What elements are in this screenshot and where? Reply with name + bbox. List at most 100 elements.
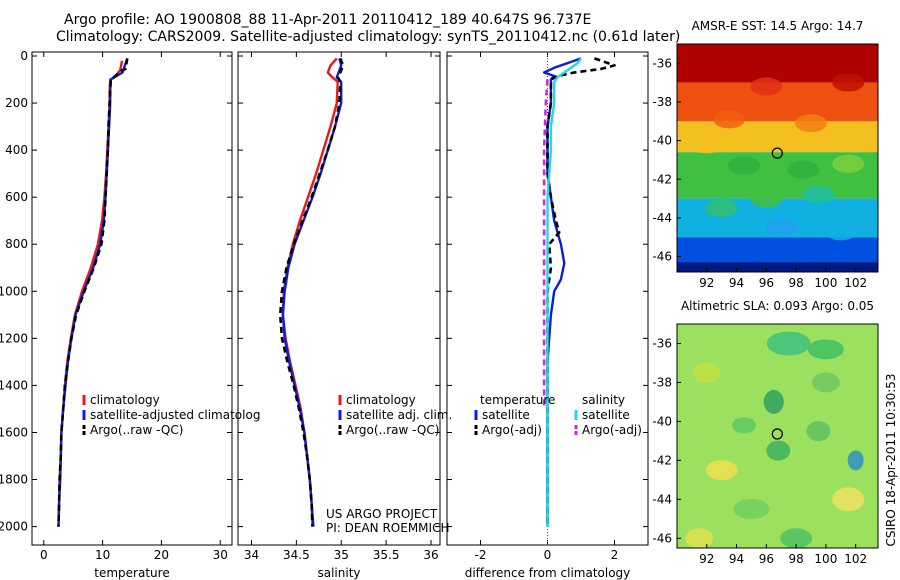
sst-map-texture: [750, 189, 783, 208]
sst-map-ytick-label: -46: [652, 250, 672, 264]
depth-tick-label: 1800: [0, 473, 28, 487]
salinity-panel-xlabel: salinity: [317, 566, 360, 580]
salinity-panel-frame: [237, 51, 441, 546]
sla-map-xtick-label: 98: [788, 552, 803, 566]
sst-map-texture: [832, 154, 865, 173]
difference-panel-series-temperature-Argo: [546, 57, 616, 527]
depth-tick-label: 200: [5, 96, 28, 110]
depth-tick-label: 1200: [0, 331, 28, 345]
sla-map-float-marker: [771, 428, 783, 440]
sst-map-ytick-label: -40: [652, 134, 672, 148]
figure-title-line2: Climatology: CARS2009. Satellite-adjuste…: [56, 29, 681, 45]
sst-map-band: [677, 262, 878, 272]
temperature-panel-xtick-label: 30: [213, 548, 228, 562]
sla-map-ytick-label: -36: [652, 336, 672, 350]
sla-map-xtick-label: 94: [729, 552, 744, 566]
salinity-panel-legend-label: Argo(..raw -QC): [346, 423, 439, 437]
temperature-panel-xtick-label: 20: [154, 548, 169, 562]
sla-map-ytick-label: -40: [652, 414, 672, 428]
sst-map-texture: [795, 114, 827, 133]
sst-map-xtick-label: 94: [729, 276, 744, 290]
sla-map-ytick-label: -44: [652, 492, 672, 506]
sla-map-texture: [766, 440, 791, 461]
sst-map-texture: [705, 199, 738, 218]
sst-map-texture: [728, 156, 760, 175]
salinity-panel-series-satellite-adjusted: [281, 58, 343, 527]
difference-panel-series-salinity-satellite: [546, 57, 582, 527]
sst-map-xtick-label: 98: [788, 276, 803, 290]
salinity-panel-legend-label: climatology: [346, 393, 416, 407]
sst-map-float-marker: [771, 147, 783, 159]
salinity-panel-xtick-label: 35: [334, 548, 349, 562]
sst-map-texture: [824, 222, 857, 241]
salinity-panel-xtick-label: 34.5: [283, 548, 310, 562]
temperature-panel-series-satellite-adjusted: [57, 58, 129, 527]
difference-legend-label: satellite: [482, 408, 530, 422]
difference-panel-xtick-label: -2: [475, 548, 487, 562]
sst-map-xtick-label: 96: [759, 276, 774, 290]
sst-map-xtick-label: 100: [814, 276, 837, 290]
sst-map-texture: [809, 247, 842, 266]
salinity-panel-xtick-label: 35.5: [373, 548, 400, 562]
sla-map-texture: [807, 339, 844, 360]
temperature-panel-series-Argo: [57, 58, 129, 527]
temperature-panel-series-climatology: [57, 60, 124, 527]
sla-map-xtick-label: 102: [844, 552, 867, 566]
sla-map-field: [677, 324, 878, 548]
temperature-panel-frame: [31, 51, 233, 546]
timestamp-side-label: CSIRO 18-Apr-2011 10:30:53: [884, 373, 898, 546]
difference-legend-label: Argo(-adj): [482, 423, 542, 437]
temperature-panel-legend-label: climatology: [90, 393, 160, 407]
sla-map-ytick-label: -42: [652, 453, 672, 467]
difference-legend-header: salinity: [582, 393, 625, 407]
sst-map-texture: [735, 243, 768, 262]
salinity-panel-series-Argo: [278, 57, 345, 527]
sla-map-texture: [685, 528, 714, 548]
sla-map-frame: [676, 323, 879, 549]
sst-map-texture: [832, 73, 865, 92]
sst-map-ytick-label: -36: [652, 56, 672, 70]
sst-map-ytick-label: -38: [652, 95, 672, 109]
sla-map-texture: [811, 372, 840, 393]
sla-map-ytick-label: -38: [652, 375, 672, 389]
temperature-panel-legend-label: Argo(..raw -QC): [90, 423, 183, 437]
sla-map-texture: [806, 421, 831, 442]
difference-panel-xlabel: difference from climatology: [465, 566, 631, 580]
temperature-panel-xtick-label: 0: [40, 548, 48, 562]
sst-map-field: [677, 44, 878, 272]
sla-map-title: Altimetric SLA: 0.093 Argo: 0.05: [681, 299, 874, 313]
difference-panel-series-salinity-Argo: [542, 79, 549, 409]
sla-map-ytick-label: -46: [652, 531, 672, 545]
sla-map-texture: [847, 450, 864, 471]
sla-map-texture: [705, 460, 738, 481]
project-annotation-line1: US ARGO PROJECT: [326, 507, 438, 521]
depth-tick-label: 1400: [0, 378, 28, 392]
sla-map-xtick-label: 92: [699, 552, 714, 566]
sst-map-texture: [765, 218, 798, 237]
sst-map-texture: [713, 110, 746, 129]
sla-map-xtick-label: 96: [759, 552, 774, 566]
temperature-panel-xlabel: temperature: [94, 566, 169, 580]
difference-panel-xtick-label: 0: [544, 548, 552, 562]
sla-map-texture: [780, 528, 813, 548]
sst-map: [676, 43, 879, 273]
sst-map-texture: [690, 135, 723, 154]
sla-map-texture: [763, 389, 784, 414]
salinity-panel: [237, 51, 441, 546]
sst-map-xtick-label: 92: [699, 276, 714, 290]
temperature-panel-legend-label: satellite-adjusted climatolog: [90, 408, 260, 422]
salinity-panel-legend-label: satellite adj. clim.: [346, 408, 452, 422]
sst-map-texture: [750, 77, 783, 96]
project-annotation-line2: PI: DEAN ROEMMICH: [326, 521, 449, 535]
sst-map-frame: [676, 43, 879, 273]
depth-tick-label: 2000: [0, 520, 28, 534]
sla-map-xtick-label: 100: [814, 552, 837, 566]
sla-map-texture: [733, 499, 770, 520]
sla-map: [676, 323, 879, 549]
depth-tick-label: 1000: [0, 284, 28, 298]
sst-map-ytick-label: -42: [652, 172, 672, 186]
sst-map-ytick-label: -44: [652, 211, 672, 225]
sst-map-texture: [787, 160, 820, 179]
